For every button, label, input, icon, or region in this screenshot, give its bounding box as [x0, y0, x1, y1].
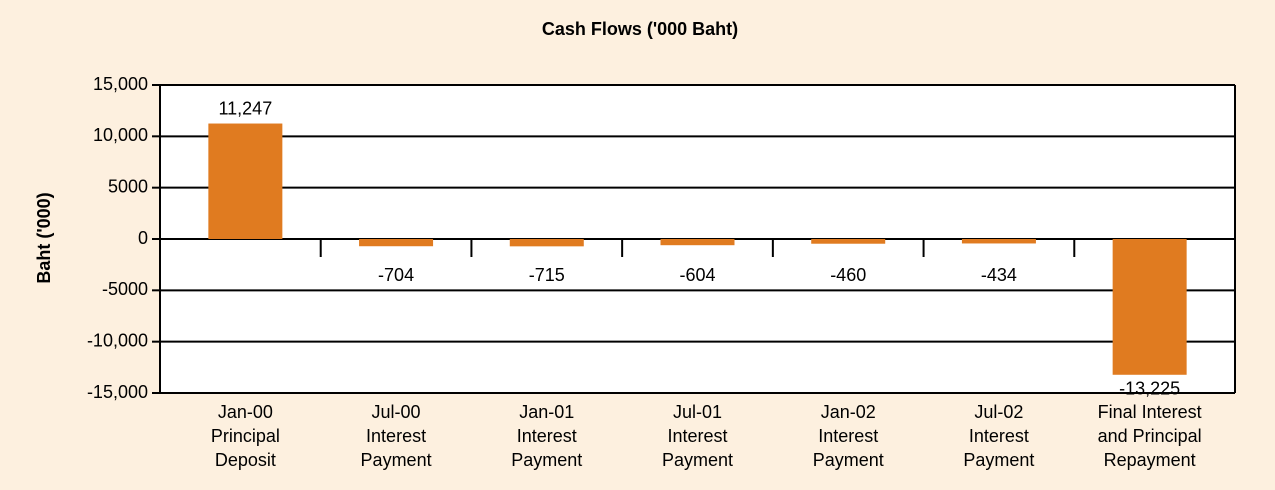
value-label: -704: [378, 265, 414, 285]
x-tick-label: Jul-02: [974, 402, 1023, 422]
x-tick-label: Interest: [517, 426, 577, 446]
bar: [509, 239, 584, 247]
x-tick-label: Deposit: [215, 450, 276, 470]
x-tick-label: Payment: [511, 450, 582, 470]
x-tick-label: Interest: [667, 426, 727, 446]
value-label: -434: [981, 265, 1017, 285]
bar: [660, 239, 735, 246]
x-tick-label: Interest: [818, 426, 878, 446]
bar: [1112, 239, 1187, 375]
x-tick-label: Jan-02: [821, 402, 876, 422]
bar: [961, 239, 1036, 244]
x-tick-label: Principal: [211, 426, 280, 446]
bar: [811, 239, 886, 244]
y-tick-label: -5000: [102, 279, 148, 299]
x-tick-label: Payment: [813, 450, 884, 470]
value-label: -715: [529, 265, 565, 285]
y-tick-label: 5000: [108, 176, 148, 196]
bar: [359, 239, 434, 247]
x-tick-label: Final Interest: [1098, 402, 1202, 422]
x-tick-label: Interest: [366, 426, 426, 446]
y-tick-label: 15,000: [93, 74, 148, 94]
x-tick-label: Payment: [361, 450, 432, 470]
x-tick-label: Jan-01: [519, 402, 574, 422]
bar: [208, 123, 283, 239]
value-label: -13,225: [1119, 379, 1180, 399]
value-label: -460: [830, 265, 866, 285]
chart-title: Cash Flows ('000 Baht): [542, 19, 738, 39]
x-tick-label: Interest: [969, 426, 1029, 446]
x-tick-label: Payment: [963, 450, 1034, 470]
x-tick-label: and Principal: [1098, 426, 1202, 446]
y-axis-label: Baht ('000): [34, 192, 54, 283]
value-label: -604: [679, 265, 715, 285]
x-tick-label: Jul-00: [372, 402, 421, 422]
value-label: 11,247: [218, 98, 272, 118]
y-tick-label: 0: [138, 228, 148, 248]
x-tick-label: Jan-00: [218, 402, 273, 422]
x-tick-label: Repayment: [1104, 450, 1196, 470]
x-tick-label: Payment: [662, 450, 733, 470]
y-tick-label: -15,000: [87, 382, 148, 402]
x-tick-label: Jul-01: [673, 402, 722, 422]
y-tick-label: -10,000: [87, 330, 148, 350]
y-tick-label: 10,000: [93, 125, 148, 145]
